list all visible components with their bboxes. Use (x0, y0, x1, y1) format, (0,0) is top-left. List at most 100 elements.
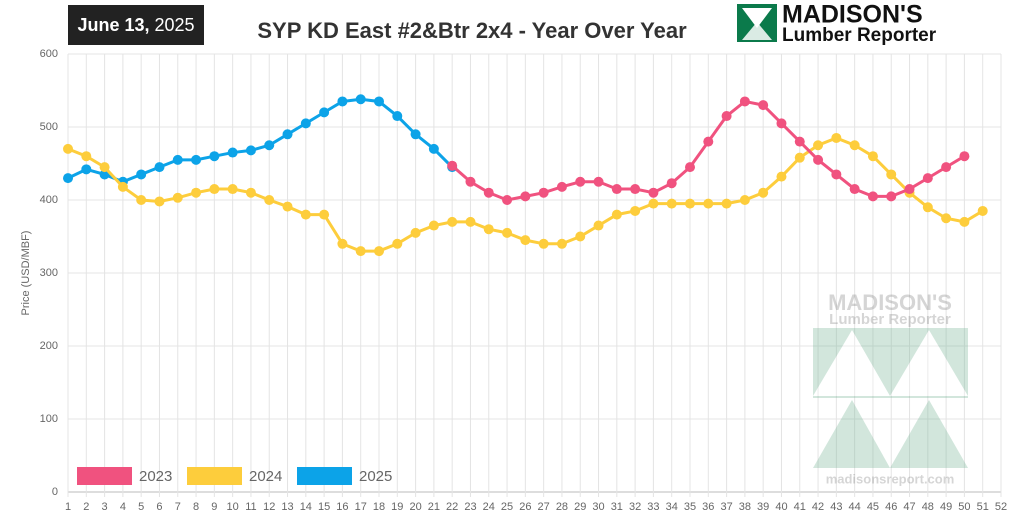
point (410, 129, 421, 140)
x-tick-label: 11 (245, 501, 256, 513)
watermark-shape (813, 400, 890, 468)
x-tick-label: 39 (757, 501, 769, 513)
x-tick-label: 45 (867, 501, 879, 513)
point (721, 198, 732, 209)
point (739, 96, 750, 107)
x-tick-label: 33 (647, 501, 659, 513)
x-tick-label: 48 (922, 501, 934, 513)
point (319, 209, 330, 220)
legend-label: 2023 (139, 468, 172, 485)
x-tick-label: 40 (775, 501, 787, 513)
point (245, 145, 256, 156)
legend-label: 2025 (359, 468, 392, 485)
point (300, 118, 311, 129)
point (465, 176, 476, 187)
point (977, 205, 988, 216)
point (355, 94, 366, 105)
y-tick-label: 500 (40, 121, 58, 133)
point (867, 151, 878, 162)
legend-swatch (297, 467, 352, 485)
grid (67, 53, 1002, 497)
point (831, 132, 842, 143)
x-tick-label: 31 (611, 501, 623, 513)
x-tick-label: 35 (684, 501, 696, 513)
point (337, 96, 348, 107)
x-tick-label: 41 (794, 501, 806, 513)
point (63, 173, 73, 184)
point (611, 184, 622, 195)
y-tick-label: 300 (40, 267, 58, 279)
x-tick-label: 42 (812, 501, 824, 513)
point (666, 198, 677, 209)
point (483, 224, 494, 235)
point (81, 164, 92, 175)
point (776, 118, 787, 129)
point (776, 171, 787, 182)
date-badge (68, 5, 204, 45)
point (502, 195, 513, 205)
x-tick-label: 7 (175, 501, 181, 513)
point (538, 187, 549, 198)
point (483, 187, 494, 198)
y-tick-label: 400 (40, 194, 58, 206)
logo: MADISON'S Lumber Reporter (737, 1, 937, 46)
point (794, 136, 805, 147)
point (99, 162, 110, 173)
point (556, 238, 567, 249)
point (849, 184, 860, 195)
point (739, 195, 750, 205)
x-tick-label: 21 (428, 501, 440, 513)
date-day: June 13, (77, 15, 149, 35)
x-tick-label: 5 (138, 501, 144, 513)
legend: 2023 2024 2025 (77, 467, 392, 485)
point (227, 184, 238, 195)
point (941, 213, 952, 224)
x-tick-label: 44 (849, 501, 861, 513)
point (154, 196, 165, 207)
x-tick-label: 8 (193, 501, 199, 513)
point (685, 162, 695, 173)
point (520, 191, 531, 202)
watermark: MADISON'S Lumber Reporter madisonsreport… (813, 290, 968, 486)
x-tick-label: 13 (281, 501, 293, 513)
point (867, 191, 878, 202)
point (337, 238, 348, 249)
x-tick-label: 9 (211, 501, 217, 513)
point (575, 176, 586, 187)
point (374, 246, 384, 257)
point (410, 227, 421, 238)
point (264, 140, 275, 151)
point (191, 154, 202, 165)
x-tick-label: 50 (958, 501, 970, 513)
point (392, 238, 403, 249)
watermark-shape (813, 328, 968, 398)
point (117, 181, 128, 192)
point (556, 181, 567, 192)
x-tick-label: 2 (83, 501, 89, 513)
x-tick-label: 19 (391, 501, 403, 513)
x-tick-label: 38 (739, 501, 751, 513)
point (136, 195, 147, 205)
point (63, 143, 73, 154)
x-tick-label: 10 (227, 501, 239, 513)
watermark-shape (890, 330, 968, 396)
watermark-shape (890, 400, 968, 468)
point (922, 202, 933, 213)
x-tick-label: 32 (629, 501, 641, 513)
point (264, 195, 275, 205)
point (666, 178, 677, 189)
y-axis-label: Price (USD/MBF) (20, 231, 32, 316)
x-tick-label: 26 (519, 501, 531, 513)
x-tick-label: 51 (977, 501, 989, 513)
point (428, 220, 439, 231)
x-tick-label: 24 (483, 501, 495, 513)
watermark-tagline: Lumber Reporter (829, 311, 951, 328)
x-tick-label: 15 (318, 501, 330, 513)
line (67, 97, 454, 184)
watermark-url: madisonsreport.com (826, 471, 955, 486)
point (721, 111, 732, 122)
watermark-shape (813, 330, 890, 396)
point (941, 162, 952, 173)
point (282, 129, 293, 140)
